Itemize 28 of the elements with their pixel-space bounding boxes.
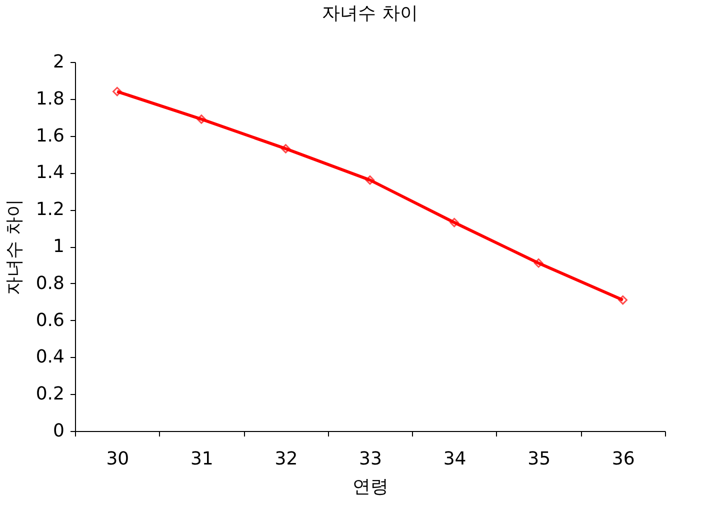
point: [534, 258, 544, 268]
y-tick-label: 1: [53, 236, 64, 257]
point: [618, 295, 628, 305]
point: [450, 218, 459, 228]
y-axis-title: 자녀수 차이: [4, 199, 25, 295]
point: [281, 144, 290, 154]
y-tick-label: 1.4: [36, 162, 64, 184]
y-tick-label: 1.8: [36, 88, 64, 110]
x-tick-label: 33: [359, 448, 382, 470]
y-tick-label: 0.8: [36, 272, 64, 294]
y-tick-label: 1.2: [36, 199, 64, 220]
y-tick-label: 0.4: [36, 346, 64, 368]
point: [112, 86, 122, 96]
x-axis-title: 연령: [352, 476, 388, 498]
x-tick-label: 31: [190, 448, 214, 470]
point: [196, 114, 206, 124]
y-tick-label: 2: [53, 52, 64, 72]
chart-title: 자녀수 차이: [322, 3, 418, 24]
x-tick-label: 36: [612, 448, 635, 470]
point: [365, 175, 375, 185]
x-tick-label: 30: [106, 448, 130, 470]
y-tick-label: 0.6: [36, 310, 64, 331]
x-tick-label: 32: [274, 448, 298, 470]
y-tick-label: 0: [53, 420, 64, 442]
x-tick-label: 35: [528, 448, 551, 470]
x-tick-label: 34: [443, 448, 466, 470]
y-tick-label: 0.2: [36, 384, 64, 405]
y-tick-label: 1.6: [36, 125, 64, 146]
